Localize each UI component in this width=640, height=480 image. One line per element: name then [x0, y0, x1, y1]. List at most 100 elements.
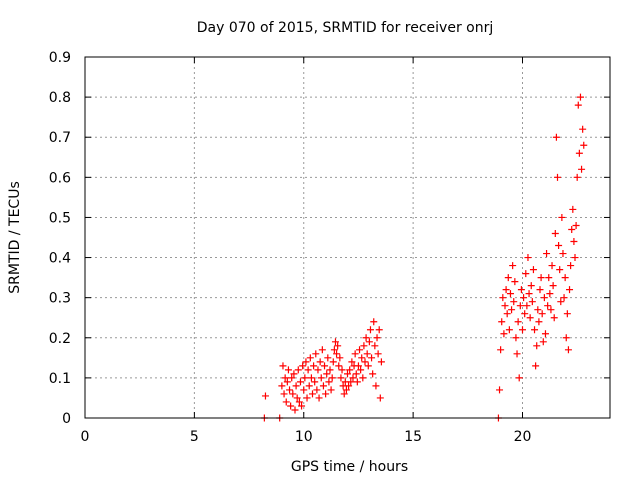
data-point	[361, 358, 369, 366]
data-point	[517, 286, 525, 294]
data-point	[555, 242, 563, 250]
data-point	[261, 392, 269, 400]
data-point	[353, 378, 361, 386]
data-point	[340, 390, 348, 398]
y-tick-label: 0.4	[49, 251, 71, 267]
data-point	[515, 374, 523, 382]
data-point	[299, 362, 307, 370]
data-point	[330, 346, 338, 354]
data-point	[280, 390, 288, 398]
data-point	[568, 225, 576, 233]
data-point	[292, 382, 300, 390]
data-point	[366, 326, 374, 334]
data-point	[298, 402, 306, 410]
data-point	[549, 282, 557, 290]
data-point	[305, 382, 313, 390]
data-point	[497, 346, 505, 354]
data-point	[352, 370, 360, 378]
data-point	[323, 370, 331, 378]
y-tick-label: 0	[62, 411, 71, 427]
data-point	[357, 366, 365, 374]
data-point	[500, 330, 508, 338]
data-point	[326, 366, 334, 374]
data-point	[519, 326, 526, 334]
data-point	[562, 334, 570, 342]
data-point	[363, 350, 371, 358]
data-point	[572, 221, 580, 229]
data-point	[533, 342, 541, 350]
data-point	[368, 354, 376, 362]
data-point	[561, 274, 569, 282]
y-tick-label: 0.7	[49, 130, 71, 146]
data-point	[504, 274, 512, 282]
data-point	[279, 362, 287, 370]
data-point	[364, 362, 372, 370]
data-point	[294, 366, 302, 374]
data-point	[529, 266, 537, 274]
data-point	[322, 390, 330, 398]
data-point	[376, 394, 384, 402]
x-axis-label: GPS time / hours	[291, 459, 408, 475]
data-point	[362, 334, 370, 342]
data-point	[523, 302, 531, 310]
data-point	[345, 382, 353, 390]
data-point	[335, 362, 343, 370]
data-point	[508, 306, 516, 314]
data-point	[311, 378, 319, 386]
data-point	[283, 378, 291, 386]
data-point	[580, 141, 588, 149]
data-point	[286, 386, 294, 394]
data-point	[358, 354, 366, 362]
data-point	[547, 306, 555, 314]
data-point	[309, 390, 316, 398]
data-point	[349, 374, 357, 382]
data-point	[559, 250, 567, 258]
data-point	[334, 342, 342, 350]
data-point	[567, 262, 575, 270]
data-point	[287, 402, 295, 410]
data-point	[347, 378, 355, 386]
data-point	[525, 290, 533, 298]
data-point	[574, 101, 582, 109]
data-point	[374, 350, 382, 358]
data-point	[300, 386, 308, 394]
data-point	[372, 382, 380, 390]
data-point	[531, 326, 539, 334]
data-point	[539, 338, 547, 346]
data-point	[333, 350, 341, 358]
data-point	[319, 382, 327, 390]
data-point	[551, 229, 559, 237]
data-point	[537, 274, 545, 282]
chart-title: Day 070 of 2015, SRMTID for receiver onr…	[197, 20, 494, 36]
data-point	[545, 274, 553, 282]
data-point	[571, 254, 579, 262]
data-point	[527, 282, 535, 290]
data-point	[513, 350, 521, 358]
y-tick-label: 0.5	[49, 210, 71, 226]
data-point	[556, 266, 564, 274]
data-point	[570, 238, 578, 246]
data-point	[336, 354, 344, 362]
data-point	[328, 374, 336, 382]
data-point	[354, 362, 362, 370]
plot-frame	[84, 56, 611, 419]
data-point	[315, 394, 323, 402]
data-point	[303, 394, 311, 402]
data-point	[522, 270, 530, 278]
data-point	[288, 374, 296, 382]
data-point	[503, 310, 511, 318]
data-point	[524, 254, 532, 262]
data-point	[505, 326, 513, 334]
data-point	[541, 330, 549, 338]
data-point	[564, 346, 572, 354]
data-point	[371, 342, 379, 350]
data-point	[550, 314, 558, 322]
data-point	[521, 310, 529, 318]
data-point	[325, 378, 333, 386]
data-point	[344, 370, 351, 378]
data-point	[499, 294, 507, 302]
data-point	[548, 262, 556, 270]
data-point	[356, 346, 364, 354]
data-point	[304, 366, 312, 374]
x-tick-label: 10	[295, 429, 313, 445]
